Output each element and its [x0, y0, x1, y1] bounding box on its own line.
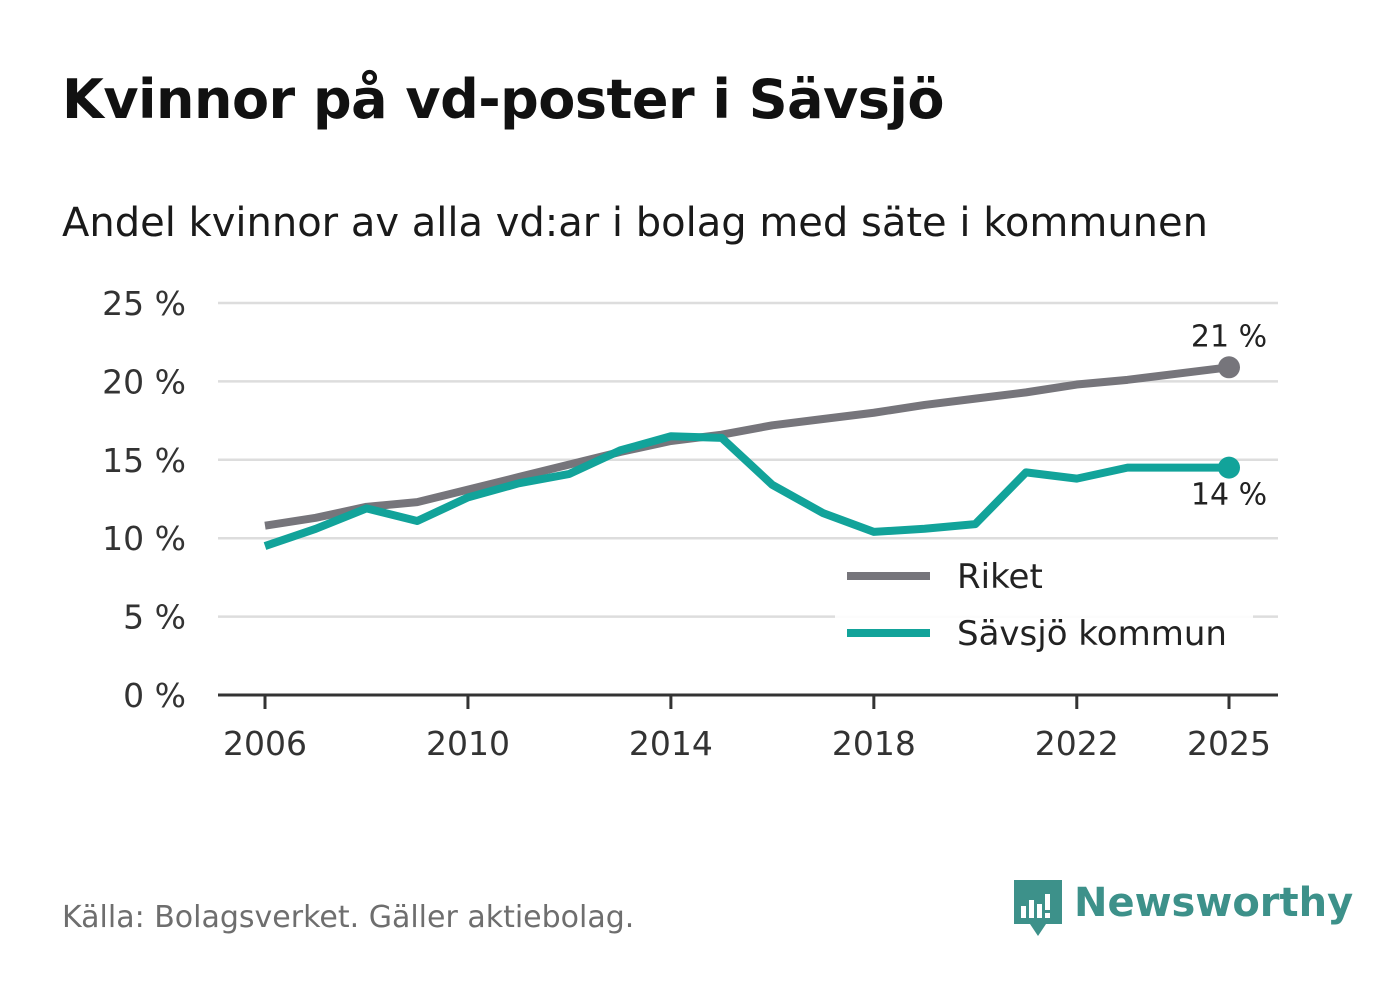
- series-lines: [263, 356, 1240, 550]
- y-axis-ticks: 0 % 5 % 10 % 15 % 20 % 25 %: [102, 284, 186, 715]
- legend-background: [835, 548, 1253, 666]
- x-tick-label: 2018: [832, 724, 916, 763]
- end-point: [1218, 356, 1240, 379]
- brand-name: Newsworthy: [1074, 880, 1354, 926]
- x-tick-label: 2014: [629, 724, 713, 763]
- x-axis-ticks: 2006 2010 2014 2018 2022 2025: [223, 695, 1271, 763]
- x-tick-label: 2025: [1187, 724, 1271, 763]
- series-line-riket: [264, 363, 1230, 530]
- series-line-savsjo: [263, 432, 1229, 550]
- legend-label: Riket: [957, 557, 1043, 597]
- y-tick-label: 5 %: [123, 598, 186, 637]
- chart-title: Kvinnor på vd-poster i Sävsjö: [62, 68, 944, 131]
- chart-subtitle: Andel kvinnor av alla vd:ar i bolag med …: [62, 200, 1208, 246]
- end-label: 21 %: [1191, 319, 1267, 354]
- y-tick-label: 0 %: [123, 676, 186, 715]
- end-point: [1218, 456, 1240, 479]
- newsworthy-brand[interactable]: Newsworthy: [1012, 878, 1353, 940]
- legend-label: Sävsjö kommun: [957, 614, 1227, 654]
- end-labels: 21 % 14 %: [1191, 319, 1267, 512]
- y-tick-label: 25 %: [102, 284, 186, 323]
- y-tick-label: 15 %: [102, 441, 186, 480]
- newsworthy-logo-icon: [1014, 880, 1062, 936]
- y-tick-label: 10 %: [102, 519, 186, 558]
- legend: Riket Sävsjö kommun: [835, 548, 1253, 666]
- x-tick-label: 2010: [426, 724, 510, 763]
- source-note: Källa: Bolagsverket. Gäller aktiebolag.: [62, 900, 635, 935]
- x-tick-label: 2006: [223, 724, 307, 763]
- end-label: 14 %: [1191, 478, 1267, 513]
- x-tick-label: 2022: [1035, 724, 1119, 763]
- y-tick-label: 20 %: [102, 362, 186, 401]
